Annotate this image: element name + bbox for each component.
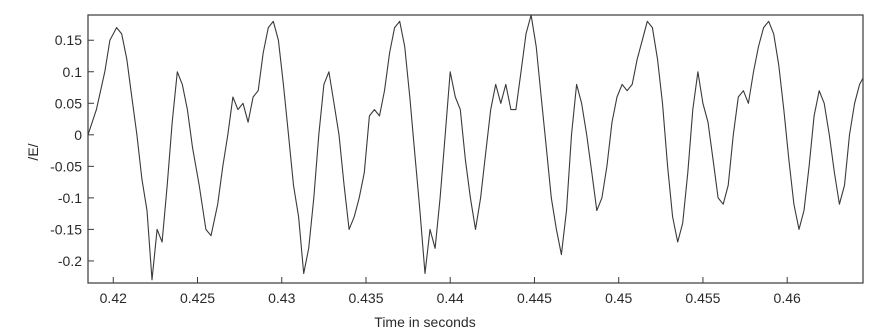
y-tick-label: -0.2 (58, 253, 82, 269)
x-tick-label: 0.44 (437, 290, 464, 306)
x-tick-label: 0.445 (517, 290, 552, 306)
y-tick-label: 0.05 (55, 95, 82, 111)
y-tick-label: -0.05 (50, 158, 82, 174)
x-tick-label: 0.45 (605, 290, 632, 306)
x-axis-ticks: 0.42 0.425 0.43 0.435 0.44 0.445 0.45 0.455 0.46 (100, 277, 801, 306)
x-tick-label: 0.42 (100, 290, 127, 306)
y-tick-label: -0.15 (50, 221, 82, 237)
x-tick-label: 0.455 (685, 290, 720, 306)
x-tick-label: 0.425 (180, 290, 215, 306)
x-tick-label: 0.435 (348, 290, 383, 306)
y-tick-label: 0.1 (63, 64, 83, 80)
x-tick-label: 0.46 (774, 290, 801, 306)
y-axis-label: /E/ (25, 143, 41, 160)
x-axis-label: Time in seconds (374, 314, 475, 330)
x-tick-label: 0.43 (268, 290, 295, 306)
y-tick-label: 0.15 (55, 32, 82, 48)
series-line (87, 14, 864, 281)
y-tick-label: -0.1 (58, 190, 82, 206)
y-axis-ticks: 0.15 0.1 0.05 0 -0.05 -0.1 -0.15 -0.2 (50, 32, 94, 269)
y-tick-label: 0 (74, 127, 82, 143)
plot-area (87, 14, 864, 284)
